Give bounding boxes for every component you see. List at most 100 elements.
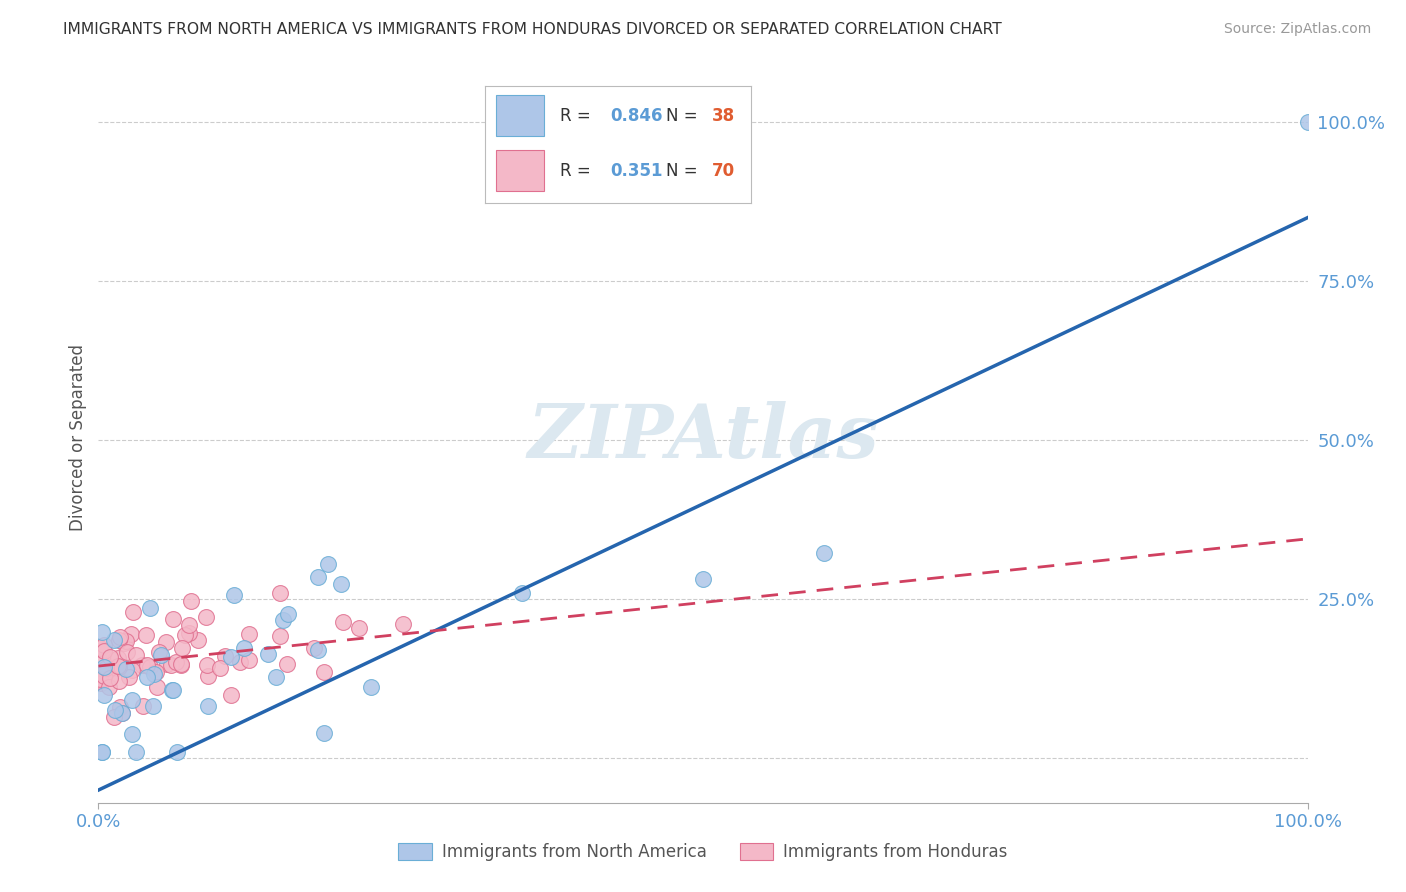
Point [269, 630, 291, 644]
Text: IMMIGRANTS FROM NORTH AMERICA VS IMMIGRANTS FROM HONDURAS DIVORCED OR SEPARATED : IMMIGRANTS FROM NORTH AMERICA VS IMMIGRA… [63, 22, 1002, 37]
Point [307, 643, 329, 657]
Point [108, 632, 131, 647]
Point [349, 621, 371, 635]
Point [98, 681, 121, 695]
Point [132, 698, 155, 713]
Point [269, 586, 291, 600]
Point [162, 612, 184, 626]
Point [276, 657, 298, 672]
Point [135, 669, 157, 683]
Point [105, 661, 128, 675]
Point [195, 657, 218, 672]
Point [94, 661, 117, 675]
Point [108, 674, 131, 689]
Point [103, 632, 125, 647]
Point [219, 650, 242, 665]
Point [238, 627, 260, 641]
Point [813, 546, 835, 560]
Point [180, 594, 202, 608]
Point [91, 745, 114, 759]
Point [194, 610, 217, 624]
Point [277, 607, 299, 621]
Point [155, 657, 177, 672]
Point [232, 641, 254, 656]
Point [197, 669, 219, 683]
Point [107, 658, 129, 673]
Point [316, 557, 339, 571]
Point [170, 657, 193, 671]
Point [160, 682, 183, 697]
Point [208, 661, 231, 675]
Point [104, 703, 127, 717]
Point [159, 658, 181, 673]
Point [314, 665, 336, 679]
Point [131, 657, 153, 672]
Point [228, 655, 250, 669]
Point [120, 626, 142, 640]
Point [166, 745, 188, 759]
Point [108, 630, 131, 644]
Legend: Immigrants from North America, Immigrants from Honduras: Immigrants from North America, Immigrant… [392, 836, 1014, 868]
Point [93, 688, 115, 702]
Point [391, 617, 413, 632]
Point [107, 651, 129, 665]
Point [110, 706, 132, 720]
Point [173, 627, 195, 641]
Point [93, 644, 115, 658]
Point [146, 680, 169, 694]
Point [122, 606, 145, 620]
Point [115, 645, 138, 659]
Point [149, 648, 172, 663]
Point [222, 588, 245, 602]
Point [91, 745, 114, 759]
Point [139, 659, 162, 673]
Point [121, 663, 143, 677]
Point [112, 636, 135, 650]
Point [214, 648, 236, 663]
Point [125, 648, 148, 663]
Point [142, 699, 165, 714]
Point [91, 672, 114, 686]
Point [115, 634, 138, 648]
Point [197, 698, 219, 713]
Point [90, 676, 112, 690]
Point [121, 727, 143, 741]
Point [692, 572, 714, 586]
Point [121, 692, 143, 706]
Point [90, 625, 112, 640]
Point [93, 638, 115, 652]
Point [125, 745, 148, 759]
Point [266, 670, 288, 684]
Point [170, 658, 193, 673]
Point [360, 680, 382, 694]
Point [145, 665, 167, 679]
Point [103, 710, 125, 724]
Point [257, 647, 280, 661]
Point [172, 641, 194, 656]
Point [165, 655, 187, 669]
Point [136, 657, 159, 672]
Point [162, 683, 184, 698]
Text: ZIPAtlas: ZIPAtlas [527, 401, 879, 474]
Point [98, 671, 121, 685]
Point [271, 613, 294, 627]
Point [98, 649, 121, 664]
Point [91, 643, 114, 657]
Point [89, 672, 111, 686]
Point [108, 700, 131, 714]
Point [89, 641, 111, 656]
Point [118, 669, 141, 683]
Point [148, 645, 170, 659]
Point [135, 628, 157, 642]
Point [510, 586, 533, 600]
Point [187, 632, 209, 647]
Point [143, 666, 166, 681]
Point [304, 640, 326, 655]
Point [307, 570, 329, 584]
Point [90, 654, 112, 668]
Point [1296, 115, 1319, 129]
Point [155, 634, 177, 648]
Point [177, 617, 200, 632]
Point [139, 601, 162, 615]
Text: Source: ZipAtlas.com: Source: ZipAtlas.com [1223, 22, 1371, 37]
